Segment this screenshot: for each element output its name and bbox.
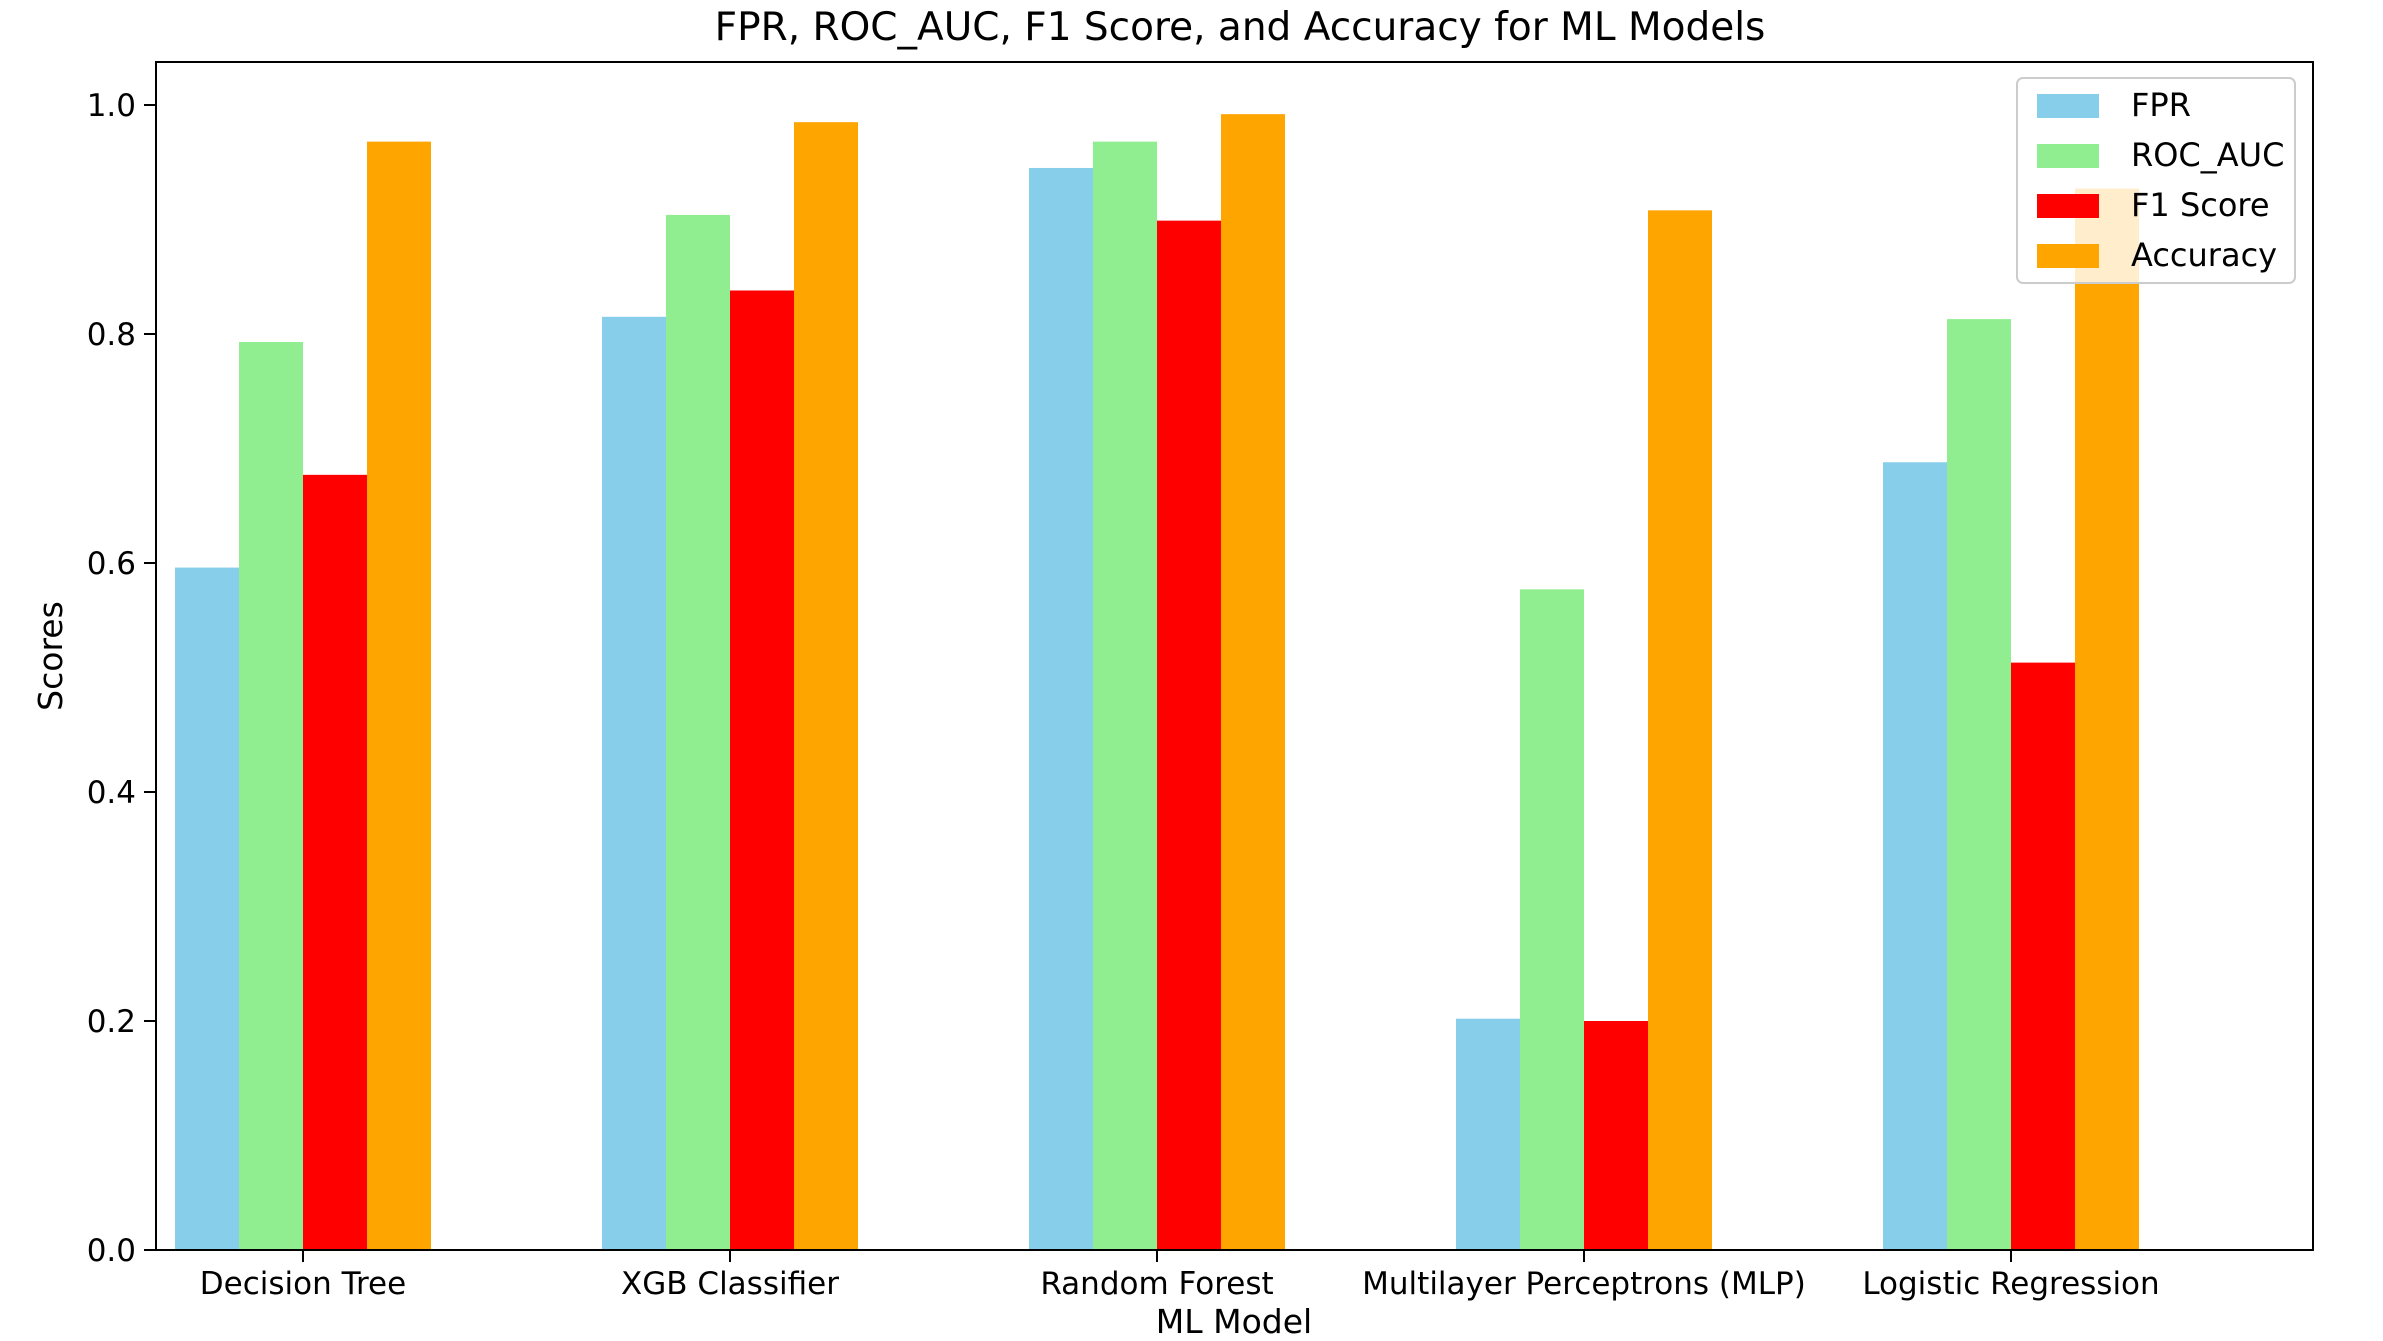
- bar-roc-auc-2: [666, 214, 730, 1250]
- y-tick-label: 0.0: [87, 1233, 136, 1269]
- bar-accuracy-3: [1221, 114, 1285, 1250]
- bar-f1-score-5: [2011, 662, 2075, 1250]
- x-axis-label: ML Model: [1156, 1302, 1312, 1341]
- bar-roc-auc-4: [1520, 589, 1584, 1250]
- legend-swatch: [2037, 194, 2099, 218]
- plot-frame: [155, 61, 2314, 1251]
- x-tick-label: Multilayer Perceptrons (MLP): [1362, 1266, 1806, 1302]
- legend-label: ROC_AUC: [2131, 136, 2284, 174]
- legend-label: F1 Score: [2131, 186, 2270, 224]
- legend-label: Accuracy: [2131, 236, 2277, 274]
- bar-fpr-4: [1456, 1018, 1520, 1250]
- legend-frame: [2016, 77, 2296, 284]
- bar-roc-auc-1: [239, 342, 303, 1250]
- bar-fpr-1: [175, 567, 239, 1250]
- bar-f1-score-1: [303, 474, 367, 1251]
- y-tick-label: 0.6: [87, 546, 136, 582]
- bar-f1-score-2: [730, 290, 794, 1250]
- y-axis-label: Scores: [31, 601, 70, 711]
- y-tick-label: 0.4: [87, 775, 136, 811]
- x-tick-label: XGB Classifier: [621, 1266, 839, 1302]
- bar-roc-auc-5: [1947, 319, 2011, 1250]
- chart-title: FPR, ROC_AUC, F1 Score, and Accuracy for…: [715, 5, 1766, 50]
- bars-group: [175, 114, 2139, 1251]
- legend-swatch: [2037, 244, 2099, 268]
- legend-label: FPR: [2131, 86, 2191, 124]
- bar-accuracy-2: [794, 122, 858, 1250]
- y-tick-label: 1.0: [87, 88, 136, 124]
- bar-f1-score-4: [1584, 1021, 1648, 1250]
- legend-swatch: [2037, 94, 2099, 118]
- bar-fpr-3: [1029, 167, 1093, 1251]
- bar-accuracy-5: [2075, 188, 2139, 1251]
- bar-roc-auc-3: [1093, 141, 1157, 1250]
- x-tick-label: Decision Tree: [200, 1266, 406, 1302]
- x-axis: Decision Tree XGB Classifier Random Forest…: [200, 1250, 2160, 1302]
- x-tick-label: Logistic Regression: [1862, 1266, 2159, 1302]
- bar-fpr-5: [1883, 462, 1947, 1250]
- bar-f1-score-3: [1157, 220, 1221, 1250]
- bar-accuracy-4: [1648, 210, 1712, 1251]
- bar-fpr-2: [602, 316, 666, 1250]
- legend-swatch: [2037, 144, 2099, 168]
- y-tick-label: 0.2: [87, 1004, 136, 1040]
- y-axis: 0.0 0.2 0.4 0.6 0.8 1.0: [87, 88, 156, 1269]
- x-tick-label: Random Forest: [1040, 1266, 1273, 1302]
- legend: FPR ROC_AUC F1 Score Accuracy: [2016, 77, 2296, 284]
- y-tick-label: 0.8: [87, 317, 136, 353]
- bar-accuracy-1: [367, 141, 431, 1250]
